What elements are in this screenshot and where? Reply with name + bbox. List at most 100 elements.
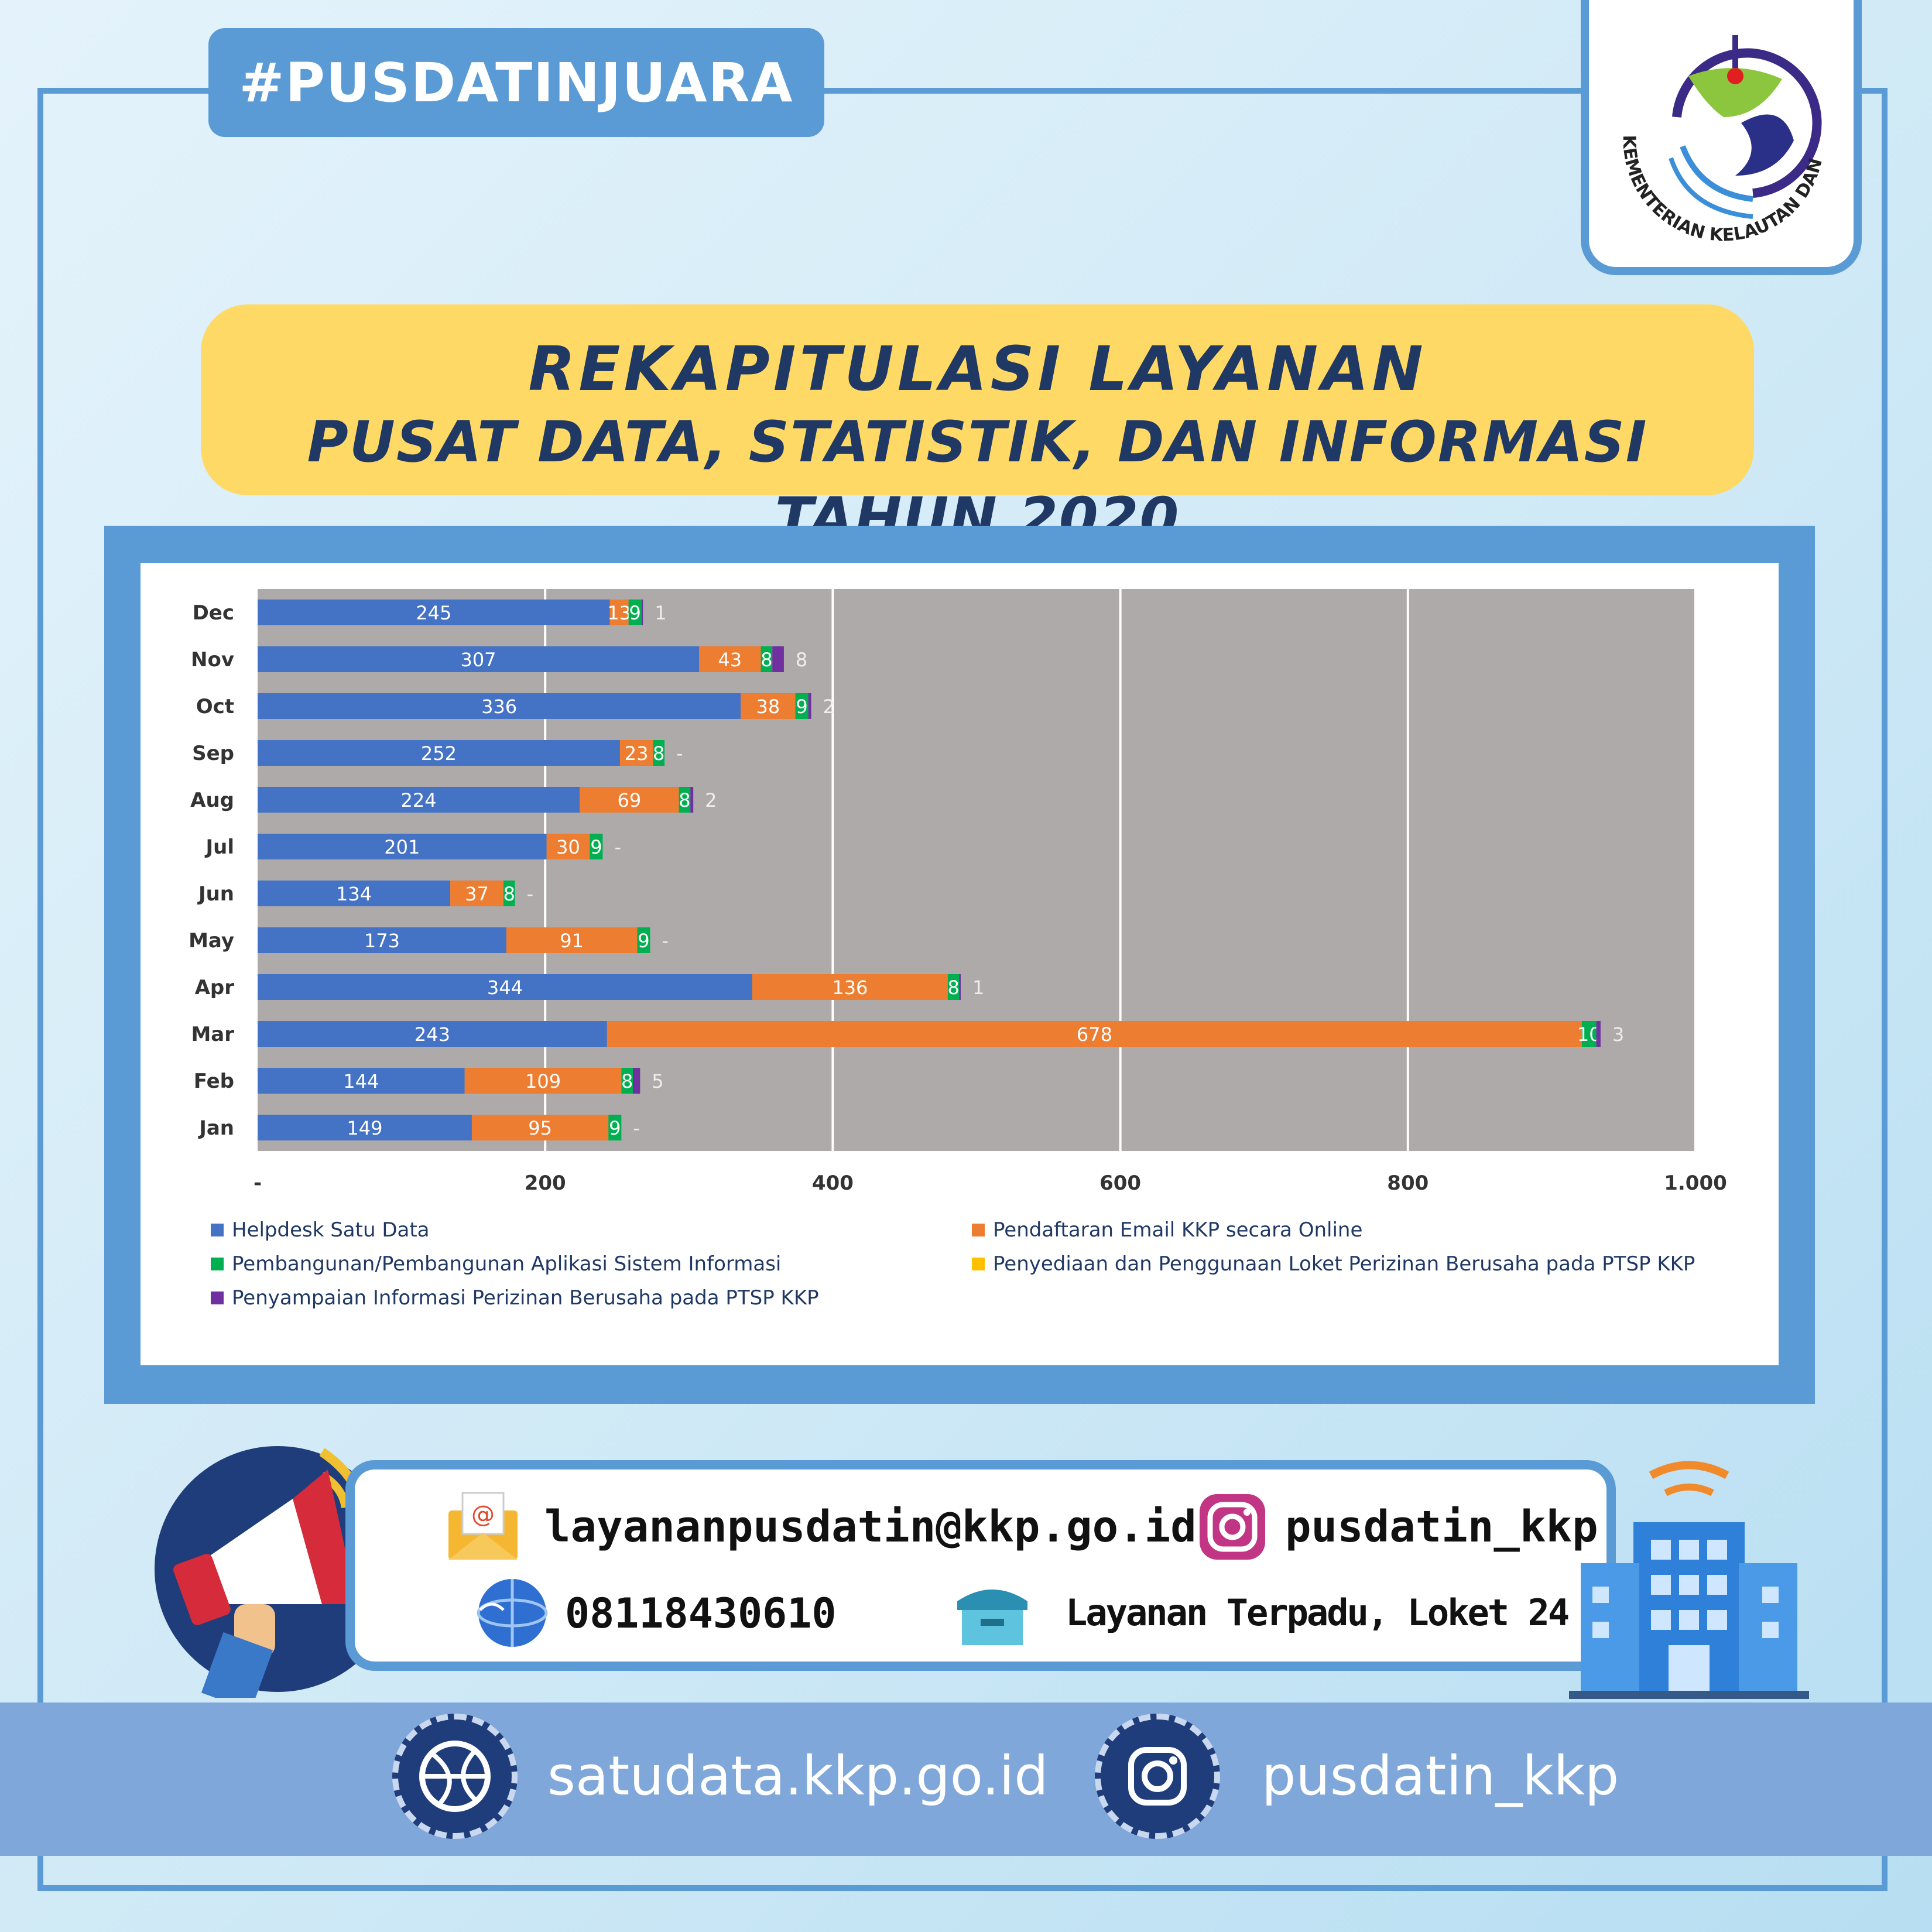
logo-emblem-icon: KEMENTERIAN KELAUTAN DAN PERIKANAN [1581, 0, 1828, 246]
bar-segment [959, 974, 961, 1000]
svg-text:KEMENTERIAN KELAUTAN DAN PERIK: KEMENTERIAN KELAUTAN DAN PERIKANAN [1589, 0, 1828, 246]
data-label: 252 [421, 742, 457, 765]
y-category-label: Apr [195, 976, 235, 999]
email-icon: @ [448, 1492, 518, 1560]
legend-swatch [211, 1292, 224, 1304]
title-banner: REKAPITULASI LAYANAN PUSAT DATA, STATIST… [201, 304, 1754, 551]
legend-label: Helpdesk Satu Data [232, 1218, 430, 1242]
data-label: 43 [718, 649, 742, 671]
bar-segment [653, 740, 665, 766]
y-category-label: Nov [191, 648, 234, 672]
legend-label: Pembangunan/Pembangunan Aplikasi Sistem … [232, 1252, 781, 1276]
bar-segment [258, 693, 741, 719]
y-category-label: Dec [193, 601, 234, 625]
bar-segment [690, 787, 694, 813]
data-label: 1 [972, 977, 984, 999]
data-label: 69 [618, 789, 642, 811]
data-label: 9 [796, 696, 807, 718]
bar-segment [628, 600, 642, 625]
data-label: 3 [1612, 1023, 1624, 1046]
bar-segment [258, 1115, 472, 1140]
data-label: 9 [609, 1117, 621, 1139]
bar-segment [258, 834, 547, 859]
bar-segment [679, 787, 691, 813]
bar-segment [258, 974, 752, 1000]
y-category-label: Jun [197, 882, 234, 906]
bar-segment [590, 834, 603, 859]
y-category-label: Mar [191, 1023, 234, 1046]
bar-segment [258, 881, 451, 906]
data-label: 144 [343, 1070, 379, 1092]
bar-segment [258, 1068, 465, 1094]
y-category-label: Oct [196, 695, 234, 718]
data-label: 37 [465, 883, 489, 905]
data-label: 8 [948, 977, 960, 999]
bar-segment [1581, 1021, 1597, 1047]
data-label: 109 [525, 1070, 561, 1092]
data-label: 678 [1077, 1023, 1112, 1046]
bar-segment [258, 600, 610, 625]
bar-segment [471, 1115, 609, 1140]
bar-segment [947, 974, 960, 1000]
data-label: 8 [761, 649, 772, 671]
y-category-label: May [189, 929, 234, 953]
x-tick-label: 200 [525, 1171, 566, 1195]
bar-segment [258, 787, 580, 813]
x-tick-label: - [254, 1171, 262, 1195]
bar-segment [546, 834, 590, 859]
y-category-label: Jul [204, 835, 234, 859]
hashtag-banner: #PUSDATINJUARA [208, 28, 824, 137]
bar-segment [258, 740, 620, 766]
data-label: 13 [607, 602, 631, 624]
bar-segment [637, 927, 650, 953]
data-label: 8 [503, 883, 515, 905]
megaphone-icon [155, 1446, 400, 1698]
data-label: - [527, 883, 534, 905]
legend-swatch [211, 1258, 224, 1270]
ministry-logo: KEMENTERIAN KELAUTAN DAN PERIKANAN [1581, 0, 1862, 275]
y-category-label: Feb [194, 1070, 234, 1093]
data-label: - [662, 930, 669, 952]
data-label: 173 [364, 930, 400, 952]
x-tick-label: 600 [1099, 1171, 1141, 1195]
data-label: 91 [560, 930, 584, 952]
data-label: 307 [460, 649, 496, 671]
data-label: 201 [384, 836, 420, 858]
contact-phone[interactable]: 08118430610 [565, 1590, 837, 1638]
contact-email[interactable]: layananpusdatin@kkp.go.id [544, 1502, 1197, 1552]
data-label: - [633, 1117, 640, 1139]
y-category-label: Sep [192, 742, 234, 765]
footer-website[interactable]: satudata.kkp.go.id [547, 1745, 1049, 1807]
data-label: 95 [528, 1117, 552, 1139]
data-label: 224 [401, 789, 437, 811]
legend-swatch [972, 1258, 985, 1270]
bar-segment [633, 1068, 640, 1094]
title-line-1: REKAPITULASI LAYANAN [528, 333, 1427, 405]
data-label: 9 [629, 602, 641, 624]
contact-location: Layanan Terpadu, Loket 24 [1066, 1591, 1570, 1634]
bar-segment [607, 1021, 1582, 1047]
data-label: 245 [416, 602, 451, 624]
footer-instagram[interactable]: pusdatin_kkp [1262, 1745, 1619, 1807]
data-label: 9 [638, 930, 649, 952]
legend-label: Pendaftaran Email KKP secara Online [993, 1218, 1362, 1242]
data-label: 8 [796, 649, 807, 671]
data-label: 8 [653, 742, 664, 765]
data-label: 344 [487, 977, 523, 999]
data-label: 8 [679, 789, 690, 811]
x-tick-label: 800 [1387, 1171, 1429, 1195]
x-tick-label: 1.000 [1664, 1171, 1727, 1195]
contact-instagram[interactable]: pusdatin_kkp [1285, 1502, 1598, 1552]
legend-label: Penyediaan dan Penggunaan Loket Perizina… [993, 1252, 1695, 1276]
data-label: 136 [832, 977, 868, 999]
bar-segment [641, 600, 643, 625]
data-label: 243 [415, 1023, 450, 1046]
data-label: 2 [823, 696, 835, 718]
bar-segment [1596, 1021, 1601, 1047]
data-label: 23 [625, 742, 649, 765]
bar-segment [609, 600, 629, 625]
legend-label: Penyampaian Informasi Perizinan Berusaha… [232, 1286, 819, 1310]
bar-segment [619, 740, 653, 766]
bar-segment [608, 1115, 622, 1140]
